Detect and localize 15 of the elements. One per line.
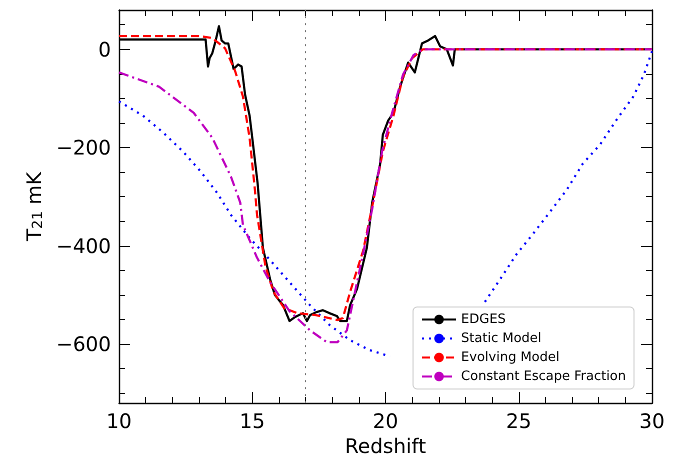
x-tick-label: 15: [240, 409, 265, 434]
x-tick-label: 25: [506, 409, 532, 434]
y-tick-label: −600: [56, 332, 111, 356]
legend-label: Evolving Model: [461, 350, 560, 365]
y-tick-label: 0: [98, 37, 111, 62]
legend-label: Constant Escape Fraction: [461, 369, 626, 384]
x-tick-label: 30: [639, 409, 665, 434]
legend-label: Static Model: [461, 331, 542, 346]
legend-label: EDGES: [461, 312, 506, 327]
x-tick-label: 20: [372, 409, 398, 434]
y-tick-label: −200: [56, 136, 111, 160]
y-axis-title: T21 mK: [22, 171, 46, 242]
x-axis-title: Redshift: [344, 434, 426, 458]
x-tick-label: 10: [106, 409, 132, 434]
y-tick-label: −400: [56, 234, 111, 258]
